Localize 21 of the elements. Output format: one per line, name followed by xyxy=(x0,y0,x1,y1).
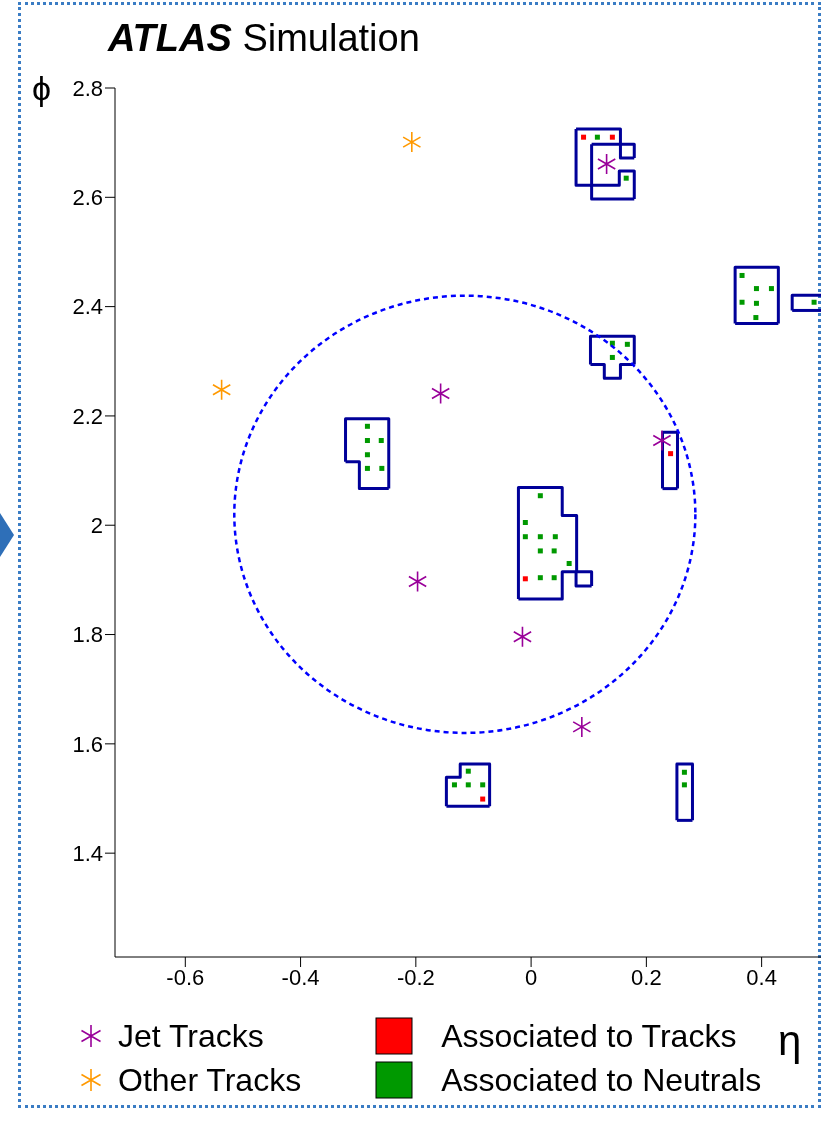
y-tick-label: 1.8 xyxy=(72,622,103,648)
y-tick-label: 2.6 xyxy=(72,185,103,211)
legend-label: Associated to Tracks xyxy=(441,1017,737,1055)
x-tick-label: -0.2 xyxy=(396,964,435,990)
x-tick-label: 0.4 xyxy=(746,964,777,990)
y-tick-label: 2 xyxy=(90,513,103,539)
legend-label: Other Tracks xyxy=(118,1061,302,1099)
y-tick-label: 1.6 xyxy=(72,731,103,757)
x-tick-label: 0.2 xyxy=(631,964,662,990)
y-axis-title: ϕ xyxy=(32,69,52,107)
legend-label: Jet Tracks xyxy=(118,1017,264,1055)
x-tick-label: -0.4 xyxy=(281,964,320,990)
y-tick-label: 2.2 xyxy=(72,403,103,429)
x-axis-title: η xyxy=(778,1017,802,1064)
y-tick-label: 2.4 xyxy=(72,294,103,320)
legend-label: Associated to Neutrals xyxy=(441,1061,762,1099)
y-tick-label: 1.4 xyxy=(72,840,103,866)
y-tick-label: 2.8 xyxy=(72,75,103,101)
x-tick-label: 0 xyxy=(524,964,538,990)
chart-title: ATLAS Simulation xyxy=(108,16,420,60)
x-tick-label: -0.6 xyxy=(166,964,205,990)
